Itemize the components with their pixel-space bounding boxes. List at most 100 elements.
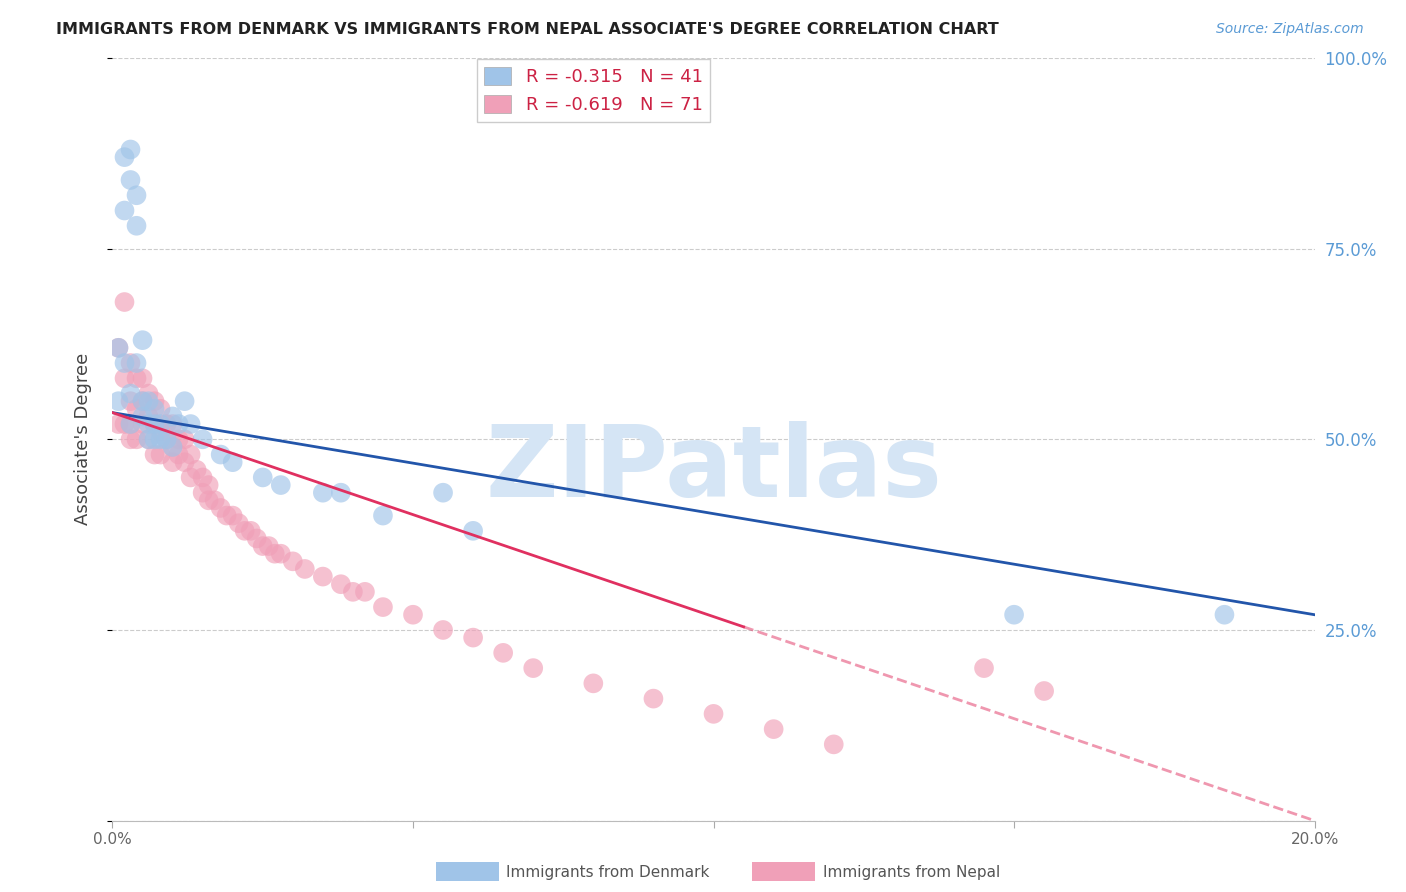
Point <box>461 631 484 645</box>
Point <box>125 219 148 233</box>
Point <box>329 577 352 591</box>
Point <box>120 356 142 370</box>
Point <box>167 433 190 447</box>
Point <box>191 485 214 500</box>
Point <box>125 188 148 202</box>
Point <box>191 470 214 484</box>
Point <box>162 417 184 431</box>
Point <box>643 691 665 706</box>
Point <box>131 409 153 424</box>
Point <box>432 623 454 637</box>
Point <box>702 706 725 721</box>
Point <box>270 478 292 492</box>
Point <box>204 493 226 508</box>
Point <box>209 500 232 515</box>
Point <box>155 433 177 447</box>
Point <box>492 646 515 660</box>
Point <box>312 569 335 583</box>
Point <box>120 417 142 431</box>
Point <box>114 203 136 218</box>
Point <box>149 433 172 447</box>
Point <box>186 463 208 477</box>
Point <box>197 493 219 508</box>
Point <box>114 371 136 385</box>
Point <box>973 661 995 675</box>
Point <box>143 417 166 431</box>
Point <box>162 440 184 454</box>
Point <box>354 585 377 599</box>
Point <box>263 547 285 561</box>
Point <box>461 524 484 538</box>
Point <box>180 448 202 462</box>
Point <box>131 371 153 385</box>
Point <box>131 333 153 347</box>
Point <box>131 417 153 431</box>
Point <box>155 433 177 447</box>
Point <box>582 676 605 690</box>
Point <box>167 448 190 462</box>
Point <box>252 470 274 484</box>
Point <box>257 539 280 553</box>
Point <box>149 425 172 439</box>
Point <box>162 440 184 454</box>
Point <box>107 394 129 409</box>
Point <box>114 417 136 431</box>
Point <box>239 524 262 538</box>
Point <box>1033 684 1056 698</box>
Point <box>281 554 304 568</box>
Point <box>107 341 129 355</box>
Point <box>120 386 142 401</box>
Point <box>432 485 454 500</box>
Point <box>138 433 160 447</box>
Point <box>138 386 160 401</box>
Point <box>180 417 202 431</box>
Point <box>246 532 269 546</box>
Point <box>162 455 184 469</box>
Point <box>131 394 153 409</box>
Text: Immigrants from Nepal: Immigrants from Nepal <box>823 865 1000 880</box>
Point <box>149 417 172 431</box>
Point <box>120 417 142 431</box>
Point <box>342 585 364 599</box>
Point <box>107 341 129 355</box>
Point <box>252 539 274 553</box>
Point <box>149 448 172 462</box>
Point <box>1213 607 1236 622</box>
Point <box>120 173 142 187</box>
Point <box>114 150 136 164</box>
Point <box>1002 607 1025 622</box>
Point <box>138 409 160 424</box>
Point <box>143 448 166 462</box>
Point <box>155 417 177 431</box>
Point <box>107 417 129 431</box>
Point <box>209 448 232 462</box>
Point <box>329 485 352 500</box>
Point <box>167 417 190 431</box>
Point <box>149 401 172 416</box>
Point <box>191 433 214 447</box>
Point <box>823 737 845 751</box>
Point <box>294 562 316 576</box>
Point <box>143 433 166 447</box>
Point <box>143 401 166 416</box>
Point <box>197 478 219 492</box>
Text: Source: ZipAtlas.com: Source: ZipAtlas.com <box>1216 22 1364 37</box>
Point <box>222 508 245 523</box>
Point <box>173 433 195 447</box>
Point <box>114 295 136 310</box>
Point <box>312 485 335 500</box>
Point <box>371 508 394 523</box>
Point <box>522 661 544 675</box>
Text: ZIPatlas: ZIPatlas <box>485 421 942 518</box>
Point <box>222 455 245 469</box>
Point <box>138 417 160 431</box>
Point <box>125 356 148 370</box>
Point <box>138 394 160 409</box>
Point <box>143 394 166 409</box>
Legend: R = -0.315   N = 41, R = -0.619   N = 71: R = -0.315 N = 41, R = -0.619 N = 71 <box>477 60 710 121</box>
Point <box>270 547 292 561</box>
Point <box>125 371 148 385</box>
Point <box>371 600 394 615</box>
Text: IMMIGRANTS FROM DENMARK VS IMMIGRANTS FROM NEPAL ASSOCIATE'S DEGREE CORRELATION : IMMIGRANTS FROM DENMARK VS IMMIGRANTS FR… <box>56 22 1000 37</box>
Point <box>143 417 166 431</box>
